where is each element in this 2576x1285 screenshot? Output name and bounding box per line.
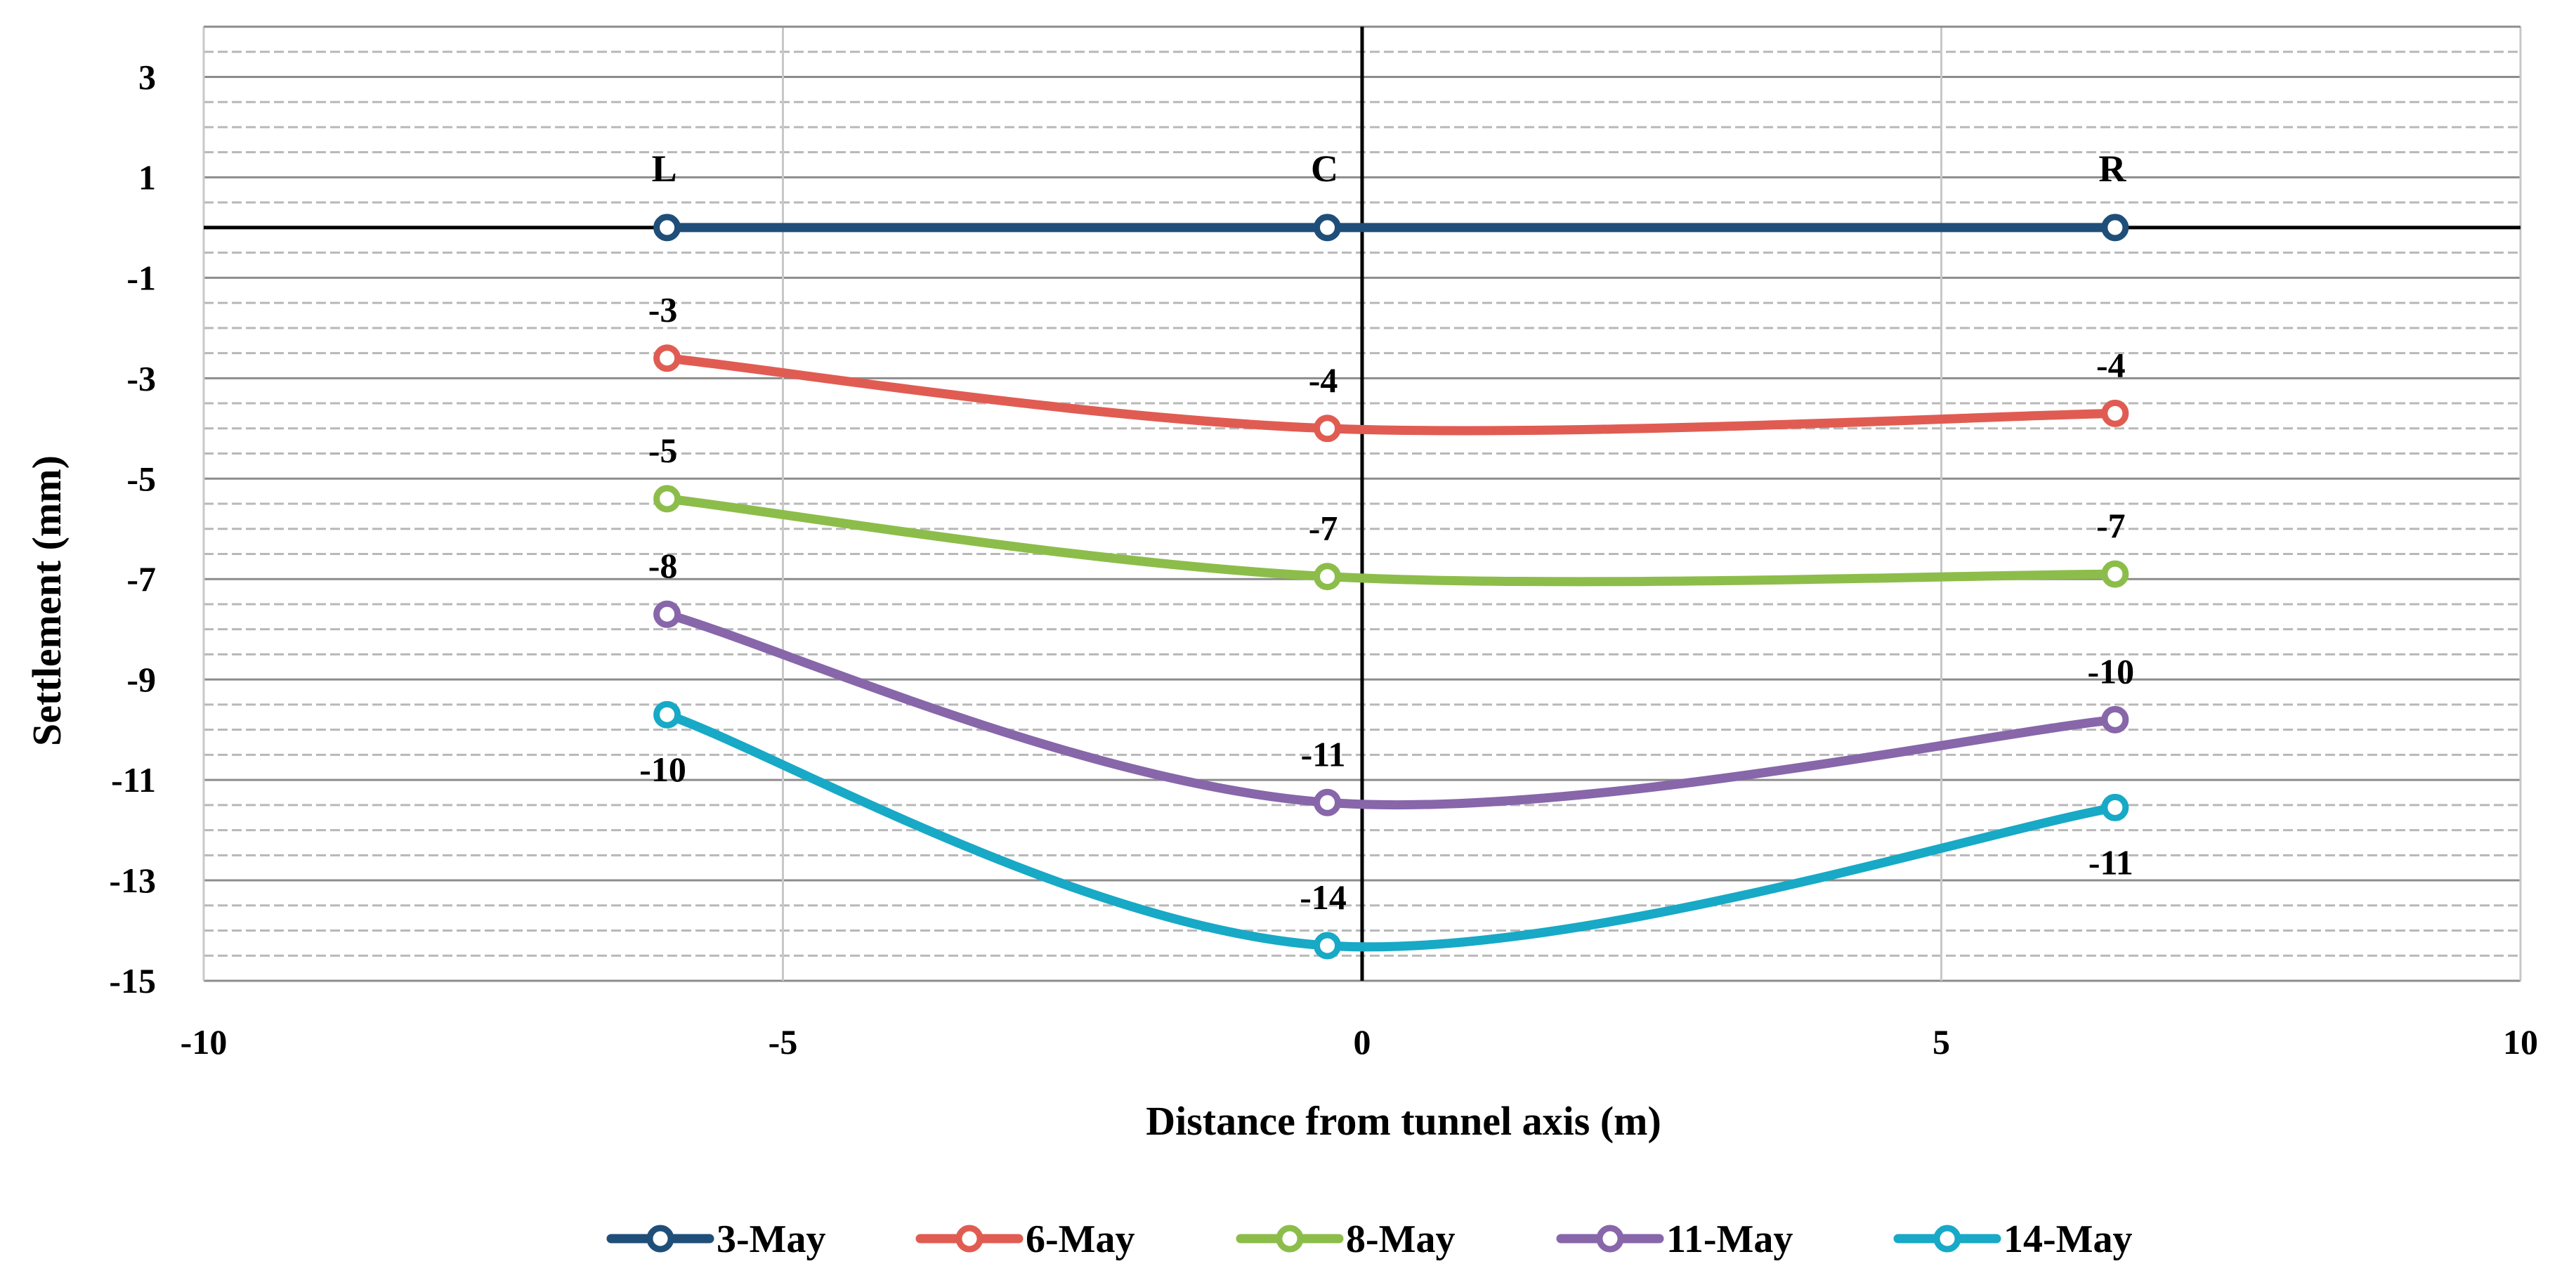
x-axis-title: Distance from tunnel axis (m) — [1146, 1098, 1661, 1144]
data-point-11-may — [2101, 705, 2129, 733]
data-label-11-may: -10 — [2088, 651, 2135, 691]
data-point-3-may — [653, 214, 681, 242]
x-tick-label: 10 — [2503, 1022, 2538, 1062]
y-tick-label: -13 — [109, 861, 156, 900]
data-label-8-may: -5 — [648, 431, 678, 470]
data-label-6-may: -3 — [648, 290, 678, 330]
y-tick-label: -3 — [126, 358, 156, 398]
data-label-8-may: -7 — [2096, 506, 2126, 545]
legend-item-11-may: 11-May — [1556, 1218, 1793, 1261]
legend-label: 14-May — [2003, 1218, 2133, 1261]
x-tick-label: 5 — [1933, 1022, 1950, 1062]
position-label: R — [2098, 148, 2126, 190]
data-point-6-may — [1314, 415, 1342, 443]
data-point-11-may — [1314, 788, 1342, 816]
series-line-8-may — [662, 494, 2120, 587]
data-label-14-may: -14 — [1300, 878, 1347, 917]
legend-label: 11-May — [1666, 1218, 1793, 1261]
y-tick-label: -1 — [126, 258, 156, 297]
data-label-14-may: -10 — [639, 750, 686, 789]
data-labels: -3 -4 -4 -5 -7 -7 -8 -11 -10 -10 -14 -11 L C R — [639, 148, 2134, 917]
data-point-11-may — [653, 600, 681, 628]
legend-swatch-marker — [1276, 1225, 1304, 1253]
data-label-11-may: -11 — [1301, 734, 1346, 774]
data-point-14-may — [653, 700, 681, 729]
data-label-11-may: -8 — [648, 546, 678, 585]
legend-label: 8-May — [1346, 1218, 1456, 1261]
legend: 3-May 6-May 8-May 11-May 14-May — [606, 1218, 2133, 1261]
data-label-14-may: -11 — [2088, 842, 2133, 882]
x-tick-label: -10 — [181, 1022, 228, 1062]
data-point-3-may — [1314, 214, 1342, 242]
data-label-8-may: -7 — [1309, 509, 1338, 548]
y-tick-label: -11 — [111, 760, 156, 800]
legend-swatch-marker — [1596, 1225, 1624, 1253]
data-point-14-may — [1314, 932, 1342, 960]
y-tick-label: -5 — [126, 459, 156, 498]
data-label-6-may: -4 — [2096, 345, 2126, 384]
data-point-3-may — [2101, 214, 2129, 242]
legend-item-6-may: 6-May — [915, 1218, 1135, 1261]
legend-swatch-marker — [646, 1225, 674, 1253]
series-group — [653, 214, 2129, 960]
data-point-6-may — [653, 344, 681, 372]
legend-item-8-may: 8-May — [1236, 1218, 1456, 1261]
series-line-6-may — [662, 353, 2120, 436]
position-label: L — [652, 148, 677, 190]
data-point-14-may — [2101, 793, 2129, 821]
tick-labels: 3 1 -1 -3 -5 -7 -9 -11 -13 -15 -10 -5 0 5 10 — [109, 57, 2538, 1062]
data-label-6-may: -4 — [1309, 360, 1338, 400]
x-tick-label: -5 — [769, 1022, 798, 1062]
y-tick-label: 1 — [138, 157, 156, 197]
legend-swatch-marker — [955, 1225, 983, 1253]
y-tick-label: -15 — [109, 961, 156, 1000]
legend-item-3-may: 3-May — [606, 1218, 826, 1261]
legend-item-14-may: 14-May — [1893, 1218, 2133, 1261]
x-tick-label: 0 — [1354, 1022, 1371, 1062]
data-point-8-may — [1314, 563, 1342, 591]
y-tick-label: 3 — [138, 57, 156, 96]
data-point-8-may — [2101, 560, 2129, 588]
series-line-11-may — [662, 609, 2120, 810]
legend-label: 3-May — [717, 1218, 826, 1261]
legend-label: 6-May — [1026, 1218, 1135, 1261]
legend-swatch-marker — [1933, 1225, 1961, 1253]
y-tick-label: -7 — [126, 559, 156, 599]
y-axis-title: Settlement (mm) — [24, 455, 70, 746]
data-point-8-may — [653, 485, 681, 513]
y-tick-label: -9 — [126, 660, 156, 699]
position-label: C — [1311, 148, 1338, 190]
data-point-6-may — [2101, 399, 2129, 427]
